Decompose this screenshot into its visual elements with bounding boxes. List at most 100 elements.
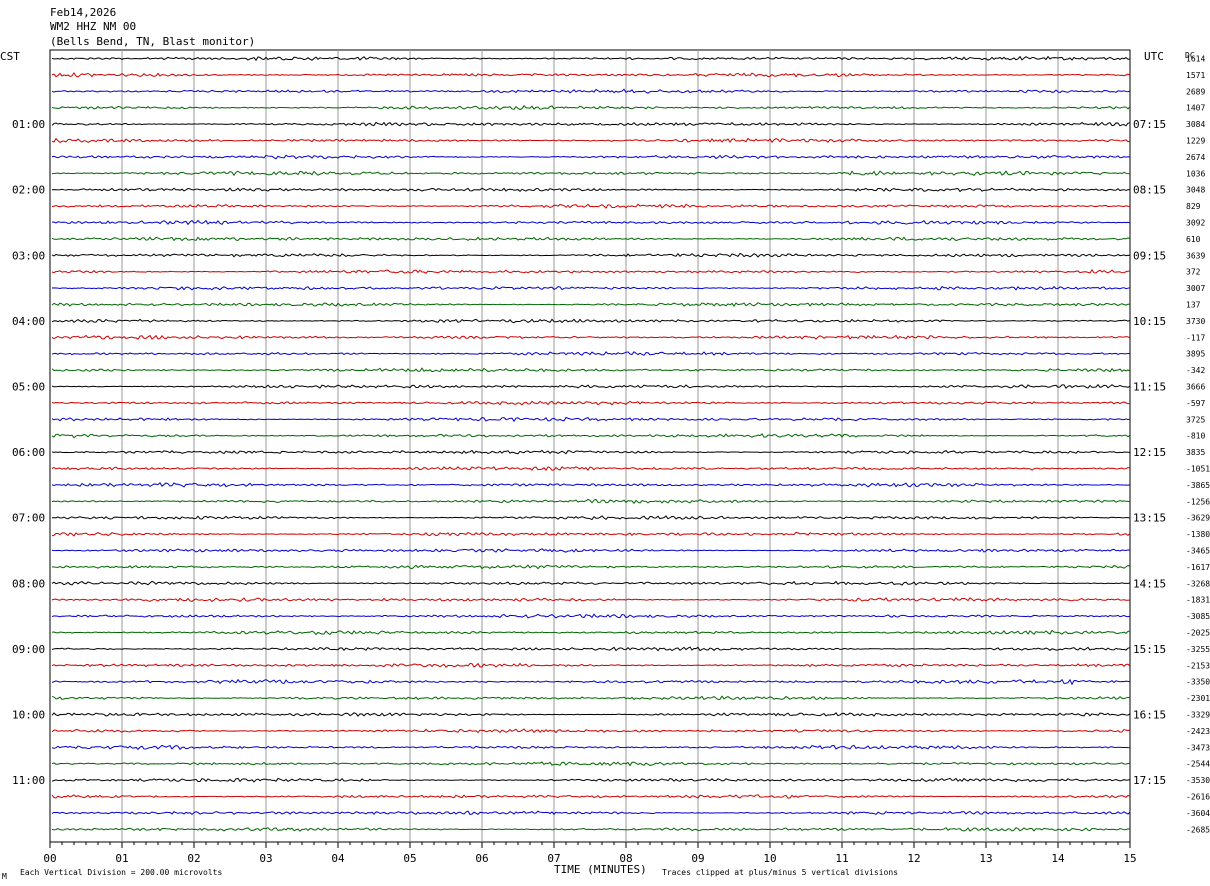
dc-offset-label: 3835 — [1186, 448, 1205, 457]
header-location: (Bells Bend, TN, Blast monitor) — [50, 35, 255, 48]
dc-offset-label: -3604 — [1186, 809, 1210, 818]
trace-line — [51, 662, 1131, 669]
minute-grid — [121, 50, 1059, 842]
dc-offset-label: 3730 — [1186, 317, 1205, 326]
dc-offset-label: 3639 — [1186, 251, 1205, 260]
cst-hour-label: 09:00 — [12, 643, 45, 656]
dc-offset-label: 829 — [1186, 202, 1201, 211]
x-tick-label: 08 — [619, 852, 632, 865]
dc-offset-label: 372 — [1186, 268, 1201, 277]
trace-line — [51, 548, 1131, 553]
utc-hour-label: 16:15 — [1133, 709, 1166, 722]
dc-offset-label: -3530 — [1186, 776, 1210, 785]
trace-line — [51, 678, 1131, 686]
right-axis-title: UTC — [1144, 50, 1164, 63]
dc-offset-label: -2685 — [1186, 825, 1210, 834]
dc-offset-label: -117 — [1186, 333, 1205, 342]
cst-hour-label: 11:00 — [12, 774, 45, 787]
utc-hour-label: 13:15 — [1133, 512, 1166, 525]
trace-group — [51, 55, 1131, 832]
dc-offset-label: 1229 — [1186, 137, 1205, 146]
cst-hour-label: 06:00 — [12, 446, 45, 459]
trace-line — [51, 646, 1131, 652]
dc-offset-label: 2689 — [1186, 87, 1205, 96]
dc-offset-label: -1051 — [1186, 465, 1210, 474]
cst-hour-label: 01:00 — [12, 118, 45, 131]
trace-line — [51, 580, 1131, 586]
trace-line — [51, 285, 1131, 291]
trace-line — [51, 433, 1131, 439]
x-tick-label: 10 — [763, 852, 776, 865]
trace-line — [51, 55, 1131, 62]
trace-line — [51, 564, 1131, 570]
dc-offset-label: 3084 — [1186, 120, 1205, 129]
dc-offset-label: 3666 — [1186, 383, 1205, 392]
dc-offset-label: -3329 — [1186, 711, 1210, 720]
dc-offset-label: -1831 — [1186, 596, 1210, 605]
dc-offset-label: -3268 — [1186, 579, 1210, 588]
dc-offset-label: 1407 — [1186, 104, 1205, 113]
dc-offset-label: -3629 — [1186, 514, 1210, 523]
dc-offset-label: -2423 — [1186, 727, 1210, 736]
trace-line — [51, 744, 1131, 750]
utc-hour-label: 12:15 — [1133, 446, 1166, 459]
cst-hour-label: 07:00 — [12, 512, 45, 525]
plot-frame — [49, 49, 1131, 843]
header-station: WM2 HHZ NM 00 — [50, 20, 136, 33]
utc-hour-labels: 07:15 08:15 09:15 10:15 11:15 12:15 13:15 14:15… — [1133, 118, 1166, 787]
trace-line — [51, 219, 1131, 226]
cst-hour-label: 05:00 — [12, 381, 45, 394]
trace-line — [51, 531, 1131, 537]
trace-line — [51, 416, 1131, 423]
left-axis-title: CST — [0, 50, 20, 63]
x-tick-label: 04 — [331, 852, 345, 865]
trace-line — [51, 695, 1131, 701]
trace-line — [51, 252, 1131, 258]
cst-hour-label: 04:00 — [12, 315, 45, 328]
dc-offset-label: -3255 — [1186, 645, 1210, 654]
utc-hour-label: 09:15 — [1133, 249, 1166, 262]
trace-line — [51, 810, 1131, 816]
cst-hour-labels: 01:00 02:00 03:00 04:00 05:00 06:00 07:00 08:00… — [12, 118, 45, 787]
dc-offset-label: -3465 — [1186, 547, 1210, 556]
trace-line — [51, 498, 1131, 505]
trace-line — [51, 302, 1131, 307]
dc-offset-labels: 1614 1571 2689 1407 3084 1229 2674 1036 3048 829 3… — [1186, 55, 1210, 835]
dc-offset-label: 2674 — [1186, 153, 1205, 162]
utc-hour-label: 15:15 — [1133, 643, 1166, 656]
utc-hour-label: 08:15 — [1133, 184, 1166, 197]
x-tick-label: 09 — [691, 852, 704, 865]
trace-line — [51, 449, 1131, 455]
dc-offset-label: -3473 — [1186, 743, 1210, 752]
trace-line — [51, 482, 1131, 488]
utc-hour-label: 14:15 — [1133, 577, 1166, 590]
x-tick-label: 07 — [547, 852, 560, 865]
trace-line — [51, 777, 1131, 783]
header-date: Feb14,2026 — [50, 6, 116, 19]
cst-hour-label: 10:00 — [12, 709, 45, 722]
x-tick-label: 01 — [115, 852, 128, 865]
x-tick-label: 14 — [1051, 852, 1065, 865]
trace-line — [51, 88, 1131, 94]
utc-hour-label: 07:15 — [1133, 118, 1166, 131]
trace-line — [51, 728, 1131, 734]
x-axis-label: TIME (MINUTES) — [554, 863, 647, 876]
dc-offset-label: 3092 — [1186, 219, 1205, 228]
dc-offset-label: 610 — [1186, 235, 1201, 244]
trace-line — [51, 629, 1131, 636]
dc-offset-label: -1617 — [1186, 563, 1210, 572]
dc-offset-label: 3725 — [1186, 415, 1205, 424]
trace-line — [51, 613, 1131, 619]
utc-hour-label: 10:15 — [1133, 315, 1166, 328]
trace-line — [51, 137, 1131, 144]
dc-offset-label: -3865 — [1186, 481, 1210, 490]
dc-offset-label: -3350 — [1186, 678, 1210, 687]
dc-offset-label: -342 — [1186, 366, 1205, 375]
dc-offset-label: 137 — [1186, 301, 1201, 310]
trace-line — [51, 400, 1131, 406]
dc-offset-label: 3007 — [1186, 284, 1205, 293]
trace-line — [51, 236, 1131, 242]
dc-title: DC — [1185, 51, 1195, 60]
x-tick-label: 06 — [475, 852, 488, 865]
